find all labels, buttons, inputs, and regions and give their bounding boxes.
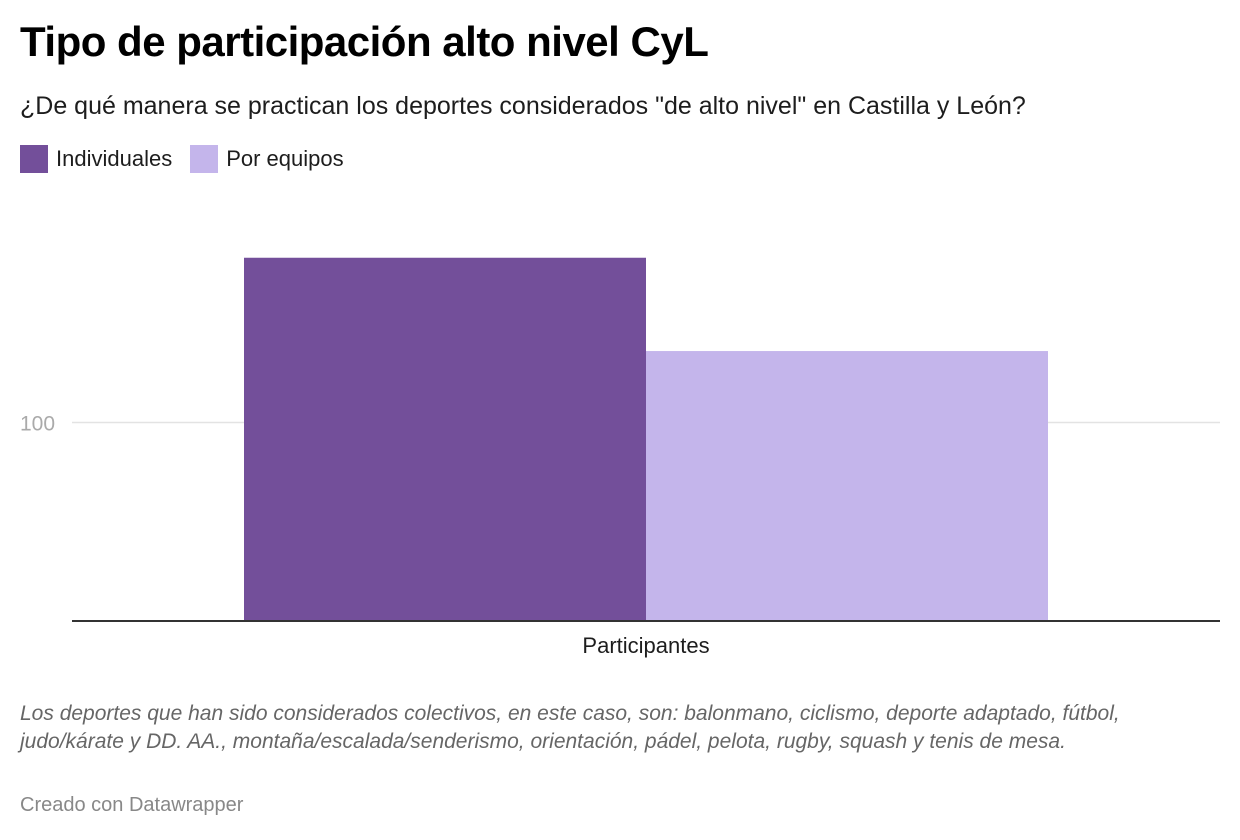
bar-por-equipos [646,351,1048,621]
legend-label-individuales: Individuales [56,146,173,171]
legend-label-por-equipos: Por equipos [226,146,344,171]
chart-title: Tipo de participación alto nivel CyL [20,18,709,65]
chart-credit: Creado con Datawrapper [20,794,244,816]
y-tick-label: 100 [20,413,55,436]
legend-swatch-individuales [20,145,48,173]
x-category-label: Participantes [582,633,709,658]
chart-notes: Los deportes que han sido considerados c… [20,702,1120,753]
legend-swatch-por-equipos [190,145,219,173]
legend: Individuales Por equipos [20,145,362,173]
legend-item-individuales: Individuales [20,145,172,173]
bar-chart: 100 Participantes [20,257,1220,658]
legend-item-por-equipos: Por equipos [190,145,344,173]
bar-individuales [244,257,646,621]
chart-subtitle: ¿De qué manera se practican los deportes… [20,92,1026,120]
